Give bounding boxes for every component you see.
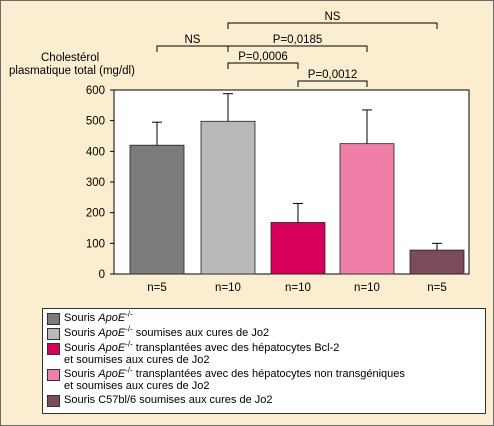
legend-item: Souris ApoE-/- transplantées avec des hé… bbox=[47, 339, 481, 366]
legend-text: Souris bbox=[64, 327, 99, 339]
y-tick-label: 200 bbox=[86, 208, 105, 220]
legend: Souris ApoE-/- Souris ApoE-/- soumises a… bbox=[42, 308, 486, 414]
bar bbox=[339, 143, 395, 275]
legend-text: soumises aux cures de Jo2 bbox=[132, 327, 270, 339]
x-tick-label: n=10 bbox=[285, 282, 311, 294]
x-tick-label: n=10 bbox=[215, 282, 241, 294]
legend-text: Souris bbox=[64, 368, 99, 380]
significance-label: NS bbox=[325, 11, 341, 23]
legend-genotype: ApoE bbox=[98, 327, 126, 339]
legend-genotype: ApoE bbox=[98, 368, 126, 380]
significance-label: P=0,0012 bbox=[308, 69, 358, 81]
legend-superscript: -/- bbox=[125, 365, 133, 375]
x-tick-label: n=5 bbox=[147, 282, 167, 294]
legend-superscript: -/- bbox=[125, 339, 133, 349]
legend-item: Souris ApoE-/- bbox=[47, 309, 481, 325]
significance-bracket bbox=[227, 45, 368, 52]
y-tick-label: 600 bbox=[86, 85, 105, 97]
significance-label: P=0,0006 bbox=[238, 51, 288, 63]
legend-swatch bbox=[47, 343, 60, 355]
bar bbox=[200, 120, 256, 275]
significance-bracket bbox=[227, 62, 299, 69]
y-tick-label: 500 bbox=[86, 116, 105, 128]
plot-area: 0 100 200 300 400 500 600 n=5 n=10 n=10 n=10 n=5 bbox=[86, 85, 470, 294]
bar bbox=[409, 249, 465, 275]
significance-bracket bbox=[156, 45, 229, 52]
y-axis-label-line2: plasmatique total (mg/dl) bbox=[9, 65, 135, 77]
legend-swatch bbox=[47, 369, 60, 381]
legend-text-line2: et soumises aux cures de Jo2 bbox=[64, 380, 210, 392]
legend-text-line2: et soumises aux cures de Jo2 bbox=[64, 354, 210, 366]
y-tick-label: 400 bbox=[86, 146, 105, 158]
y-tick-label: 0 bbox=[99, 269, 105, 281]
legend-text: Souris C57bl/6 soumises aux cures de Jo2 bbox=[64, 394, 273, 406]
y-tick-label: 300 bbox=[86, 177, 105, 189]
legend-text: Souris bbox=[64, 342, 99, 354]
legend-genotype: ApoE bbox=[98, 342, 126, 354]
legend-text: transplantées avec des hépatocytes non t… bbox=[132, 368, 405, 380]
bar-chart: Cholestérol plasmatique total (mg/dl) 0 1… bbox=[9, 11, 470, 294]
bar bbox=[129, 144, 185, 275]
legend-swatch bbox=[47, 313, 60, 325]
legend-superscript: -/- bbox=[125, 309, 133, 319]
legend-item: Souris ApoE-/- soumises aux cures de Jo2 bbox=[47, 324, 481, 340]
significance-label: P=0,0185 bbox=[273, 34, 323, 46]
legend-text: transplantées avec des hépatocytes Bcl-2 bbox=[132, 342, 340, 354]
y-tick-label: 100 bbox=[86, 238, 105, 250]
significance-bracket bbox=[227, 22, 438, 29]
legend-item: Souris C57bl/6 soumises aux cures de Jo2 bbox=[47, 394, 481, 407]
x-tick-label: n=10 bbox=[354, 282, 380, 294]
significance-label: NS bbox=[185, 34, 201, 46]
legend-superscript: -/- bbox=[125, 324, 133, 334]
legend-item: Souris ApoE-/- transplantées avec des hé… bbox=[47, 365, 481, 392]
legend-swatch bbox=[47, 328, 60, 340]
legend-text: Souris bbox=[64, 312, 99, 324]
x-tick-label: n=5 bbox=[427, 282, 447, 294]
y-axis-label-line1: Cholestérol bbox=[41, 52, 99, 64]
bar bbox=[270, 222, 326, 275]
legend-genotype: ApoE bbox=[98, 312, 126, 324]
legend-swatch bbox=[47, 395, 60, 407]
significance-bracket bbox=[297, 80, 368, 87]
